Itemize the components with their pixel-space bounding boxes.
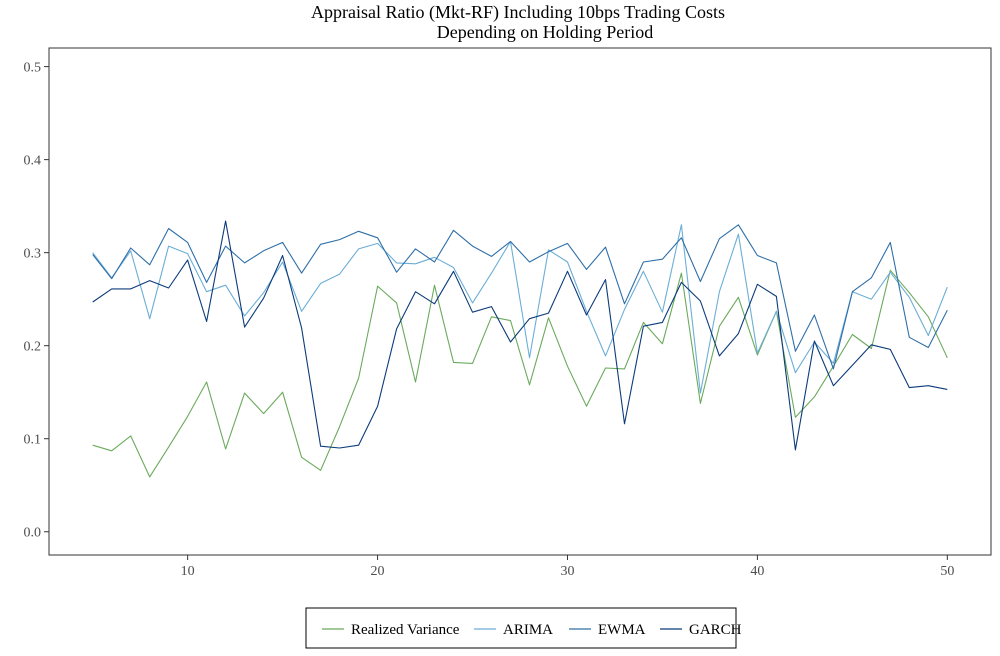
x-tick-label: 20 bbox=[371, 564, 385, 579]
x-axis: 10 20 30 40 50 bbox=[181, 555, 954, 579]
series-line-arima bbox=[92, 224, 948, 394]
x-tick-label: 50 bbox=[940, 564, 954, 579]
x-tick-label: 30 bbox=[560, 564, 574, 579]
x-tick-label: 10 bbox=[181, 564, 195, 579]
legend-label-ewma: EWMA bbox=[598, 622, 646, 638]
legend-box bbox=[305, 607, 737, 649]
y-tick-label: 0.1 bbox=[24, 433, 42, 448]
plot-panel-border bbox=[48, 47, 992, 556]
legend-label-arima: ARIMA bbox=[503, 622, 553, 638]
y-tick-label: 0.4 bbox=[24, 154, 42, 169]
legend-label-garch: GARCH bbox=[689, 622, 742, 638]
x-tick-label: 40 bbox=[750, 564, 764, 579]
chart-title-line-1: Appraisal Ratio (Mkt-RF) Including 10bps… bbox=[311, 2, 725, 23]
legend: Realized Variance ARIMA EWMA GARCH bbox=[305, 607, 742, 649]
series-line-ewma bbox=[92, 224, 948, 370]
series-line-realized-variance bbox=[92, 269, 948, 478]
y-tick-label: 0.3 bbox=[24, 247, 42, 262]
legend-label-realized-variance: Realized Variance bbox=[351, 622, 460, 638]
y-tick-label: 0.0 bbox=[24, 526, 42, 541]
y-tick-label: 0.5 bbox=[24, 61, 42, 76]
series-line-garch bbox=[92, 220, 948, 451]
plot-area bbox=[92, 220, 948, 478]
y-tick-label: 0.2 bbox=[24, 340, 42, 355]
y-axis: 0.0 0.1 0.2 0.3 0.4 0.5 bbox=[24, 61, 49, 541]
chart-title-line-2: Depending on Holding Period bbox=[437, 22, 653, 42]
